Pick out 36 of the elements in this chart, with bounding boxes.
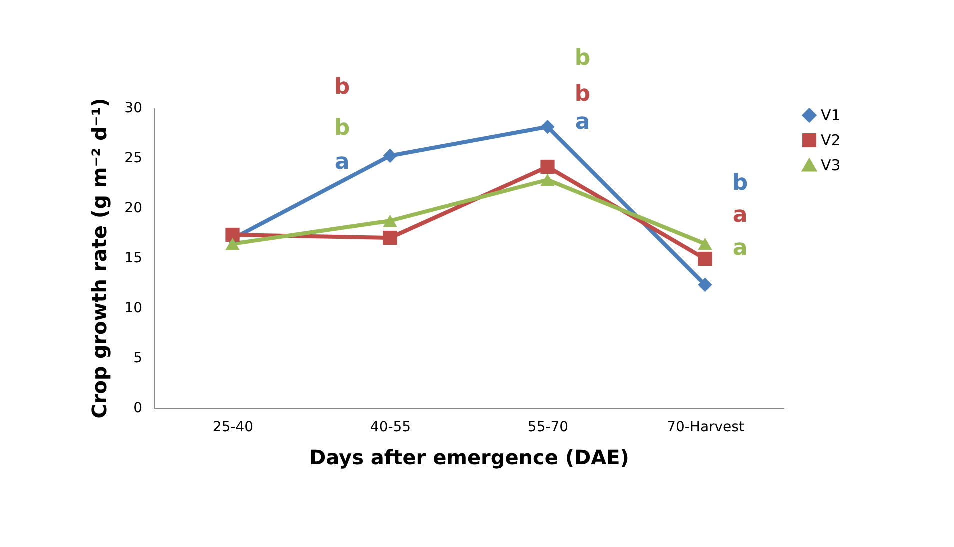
y-tick-label: 0 [134, 400, 142, 416]
point [226, 228, 240, 242]
text: b [574, 82, 591, 107]
y-tick-label: 15 [124, 250, 142, 266]
annotation: b [732, 171, 748, 196]
point [226, 238, 240, 250]
legend-label: V3 [821, 156, 841, 174]
point [540, 120, 555, 134]
annotation: a [732, 236, 748, 261]
point [383, 148, 398, 164]
point [698, 278, 712, 292]
text: b [574, 46, 591, 71]
text: b [334, 75, 350, 100]
point [540, 174, 555, 186]
point [383, 214, 398, 228]
legend-label: V1 [821, 106, 841, 124]
annotation: b [334, 116, 350, 141]
x-tick-label: 40-55 [370, 420, 412, 436]
x-tick-label: 25-40 [212, 420, 254, 436]
point [698, 238, 712, 250]
x-tick-label: 70-Harvest [667, 420, 745, 436]
annotation: a [334, 150, 350, 175]
legend-label: V2 [821, 132, 841, 150]
annotation: a [575, 110, 590, 135]
y-tick-label: 20 [124, 200, 142, 216]
x-tick-label: 55-70 [528, 420, 569, 436]
x-axis-title: Days after emergence (DAE) [310, 446, 630, 470]
point [383, 230, 398, 246]
y-tick-label: 5 [134, 350, 142, 366]
point [698, 252, 712, 266]
y-tick-label: 30 [124, 100, 142, 116]
point [540, 160, 555, 174]
y-tick-label: 10 [124, 300, 142, 316]
y-axis-title: Crop growth rate (g m⁻² d⁻¹) [88, 98, 112, 419]
y-tick-label: 25 [124, 150, 142, 166]
annotation: a [732, 203, 748, 228]
